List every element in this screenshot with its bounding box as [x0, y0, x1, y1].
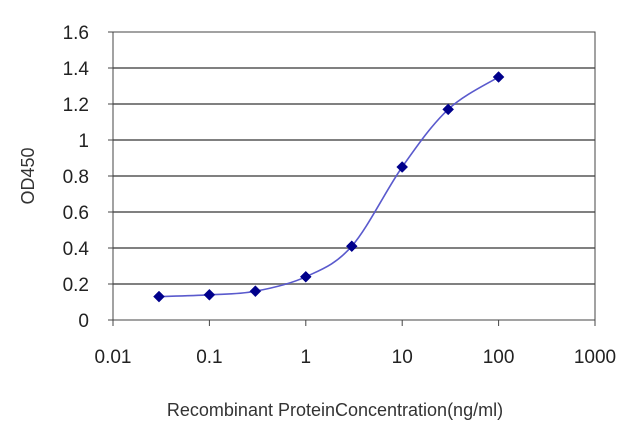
x-axis-title: Recombinant ProteinConcentration(ng/ml) — [167, 400, 503, 420]
data-point-marker — [492, 71, 505, 83]
y-tick-labels: 0 0.2 0.4 0.6 0.8 1 1.2 1.4 1.6 — [63, 23, 90, 332]
y-tick-label: 1.4 — [63, 59, 90, 80]
data-point-marker — [396, 161, 409, 173]
data-point-marker — [299, 270, 312, 283]
y-tick-label: 0.4 — [63, 239, 90, 260]
x-tick-label: 1 — [301, 347, 312, 368]
data-point-marker — [249, 285, 262, 298]
series-line-0 — [158, 76, 500, 298]
y-tick-label: 0.2 — [63, 275, 89, 296]
y-tick-label: 1.2 — [63, 95, 89, 116]
data-point-marker — [203, 288, 216, 301]
y-tick-label: 0.8 — [63, 167, 89, 188]
x-tick-label: 0.1 — [196, 347, 222, 368]
x-tick-label: 10 — [392, 347, 413, 368]
data-point-marker — [442, 103, 455, 116]
x-tick-label: 0.01 — [95, 347, 132, 368]
y-axis-title: OD450 — [18, 147, 38, 204]
grid-lines — [113, 67, 595, 285]
x-tick-labels: 0.01 0.1 1 10 100 1000 — [95, 347, 617, 368]
y-tick-label: 0.6 — [63, 203, 89, 224]
data-point-marker — [345, 240, 358, 253]
y-tick-label: 0 — [78, 311, 89, 332]
axis-ticks — [108, 31, 596, 326]
data-point-marker — [153, 290, 165, 303]
data-series — [153, 71, 505, 303]
y-tick-label: 1.6 — [63, 23, 89, 44]
x-tick-label: 100 — [483, 347, 515, 368]
x-tick-label: 1000 — [574, 347, 616, 368]
y-tick-label: 1 — [78, 131, 89, 152]
